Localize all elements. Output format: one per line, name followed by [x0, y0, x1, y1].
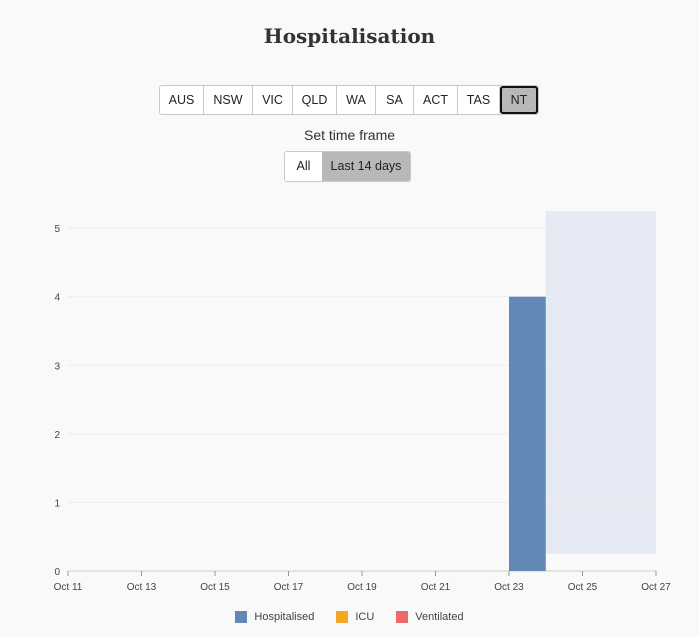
- highlight-region: [545, 211, 656, 554]
- region-button-aus[interactable]: AUS: [160, 86, 204, 114]
- x-tick-label-8: Oct 27: [641, 582, 671, 593]
- x-tick-label-1: Oct 13: [127, 582, 157, 593]
- legend-swatch-ventilated: [396, 611, 409, 623]
- x-tick-label-6: Oct 23: [494, 582, 524, 593]
- chart-legend: Hospitalised ICU Ventilated: [0, 611, 699, 623]
- x-tick-label-2: Oct 15: [200, 582, 230, 593]
- legend-label-hospitalised: Hospitalised: [254, 611, 315, 623]
- y-tick-label-1: 1: [54, 498, 60, 509]
- region-button-vic[interactable]: VIC: [253, 86, 293, 114]
- hospitalisation-chart: 0 1 2 3 4 5 Oct 11 Oct 13 Oct 15 Oct 17 Oct 19 Oct …: [54, 211, 671, 593]
- region-button-nsw[interactable]: NSW: [204, 86, 253, 114]
- legend-swatch-hospitalised: [235, 611, 248, 623]
- legend-swatch-icu: [336, 611, 349, 623]
- legend-label-ventilated: Ventilated: [415, 611, 464, 623]
- timeframe-label: Set time frame: [303, 127, 396, 143]
- region-button-sa[interactable]: SA: [376, 86, 414, 114]
- timeframe-button-last-14-days[interactable]: Last 14 days: [322, 152, 410, 181]
- y-tick-label-4: 4: [54, 293, 60, 304]
- legend-label-icu: ICU: [355, 611, 375, 623]
- y-tick-label-5: 5: [54, 224, 60, 235]
- region-button-act[interactable]: ACT: [414, 86, 458, 114]
- x-tick-label-3: Oct 17: [274, 582, 304, 593]
- region-button-wa[interactable]: WA: [337, 86, 376, 114]
- region-button-tas[interactable]: TAS: [458, 86, 500, 114]
- x-tick-label-7: Oct 25: [568, 582, 598, 593]
- region-button-nt[interactable]: NT: [500, 86, 538, 114]
- x-tick-label-4: Oct 19: [347, 582, 377, 593]
- timeframe-selector: All Last 14 days: [284, 151, 411, 182]
- region-selector: AUS NSW VIC QLD WA SA ACT TAS NT: [159, 85, 539, 115]
- legend-item-ventilated: Ventilated: [396, 611, 464, 623]
- y-tick-label-0: 0: [54, 567, 60, 578]
- y-tick-label-2: 2: [54, 430, 60, 441]
- region-button-qld[interactable]: QLD: [293, 86, 337, 114]
- x-tick-label-5: Oct 21: [421, 582, 451, 593]
- bar-hospitalised-0: [509, 296, 546, 571]
- timeframe-button-all[interactable]: All: [296, 159, 311, 173]
- legend-item-hospitalised: Hospitalised: [235, 611, 314, 623]
- y-tick-label-3: 3: [54, 361, 60, 372]
- x-tick-label-0: Oct 11: [54, 582, 83, 593]
- chart-title: Hospitalisation: [263, 24, 436, 48]
- legend-item-icu: ICU: [336, 611, 374, 623]
